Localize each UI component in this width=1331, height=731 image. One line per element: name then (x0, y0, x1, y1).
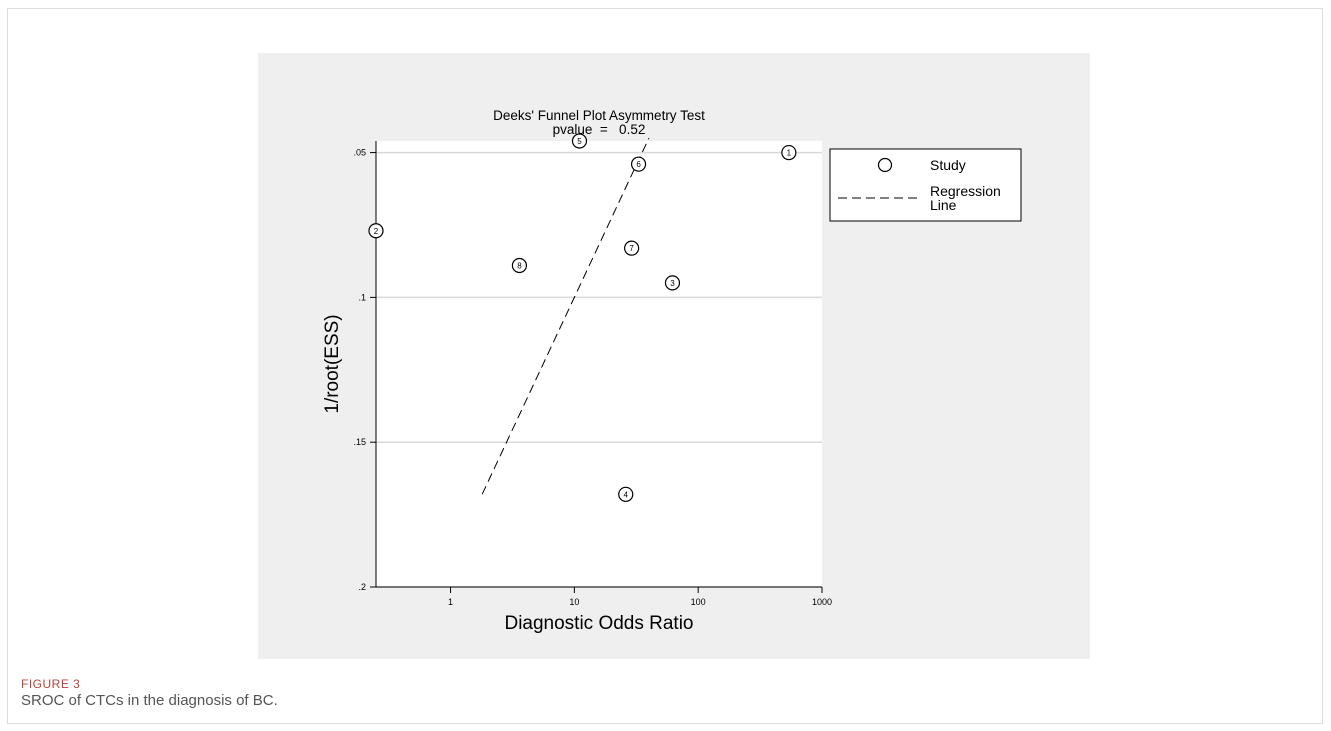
study-point-label-4: 4 (624, 490, 629, 499)
study-point-label-2: 2 (374, 227, 379, 236)
y-tick-label-2: .15 (353, 437, 366, 447)
study-point-label-8: 8 (517, 262, 522, 271)
y-axis-label: 1/root(ESS) (322, 314, 343, 413)
x-tick-label-3: 1000 (812, 597, 832, 607)
y-tick-label-0: .05 (353, 148, 366, 158)
study-point-marker-7 (624, 240, 640, 256)
x-tick-label-1: 10 (569, 597, 579, 607)
legend-box (829, 148, 1022, 222)
study-point-marker-6 (630, 156, 647, 172)
x-axis-ticks: 1 10 100 1000 (448, 587, 832, 607)
study-point-label-7: 7 (629, 244, 634, 253)
study-point-4: 4 (618, 486, 634, 502)
study-point-2: 2 (368, 223, 384, 239)
y-tick-label-3: .2 (358, 582, 366, 592)
figure-label: FIGURE 3 (21, 677, 81, 691)
study-point-label-3: 3 (670, 279, 675, 288)
study-point-marker-1 (781, 144, 797, 161)
plot-area (376, 141, 822, 587)
study-point-3: 3 (664, 275, 681, 291)
study-point-1: 1 (781, 144, 797, 161)
legend-regression-label-line2: Line (930, 197, 957, 213)
legend-regression-label-line1: Regression (930, 183, 1001, 199)
study-point-marker-2 (368, 223, 384, 239)
y-axis-ticks: .05 .1 .15 .2 (353, 148, 376, 592)
study-point-marker-3 (664, 275, 681, 291)
study-point-6: 6 (630, 156, 647, 172)
study-point-marker-8 (511, 257, 528, 274)
figure-caption: SROC of CTCs in the diagnosis of BC. (21, 692, 278, 709)
study-point-marker-4 (618, 486, 634, 502)
study-point-label-1: 1 (787, 149, 792, 158)
study-point-5: 5 (571, 133, 588, 149)
study-point-8: 8 (511, 257, 528, 274)
y-tick-label-1: .1 (358, 292, 366, 302)
x-axis-label: Diagnostic Odds Ratio (504, 613, 693, 634)
legend-study-label: Study (930, 157, 966, 173)
study-point-7: 7 (624, 240, 640, 256)
chart-title: Deeks' Funnel Plot Asymmetry Test (493, 108, 705, 123)
legend-circle-icon (877, 157, 893, 173)
figure-frame: .05 .1 .15 .2 1 10 100 1000 1 2 3 4 5 6 7 8 Deeks' Fu… (7, 8, 1323, 724)
study-point-marker-5 (571, 133, 588, 149)
chart-subtitle: pvalue = 0.52 (553, 122, 646, 137)
regression-line (481, 137, 650, 495)
study-point-label-5: 5 (577, 137, 582, 146)
x-tick-label-2: 100 (691, 597, 706, 607)
x-tick-label-0: 1 (448, 597, 453, 607)
funnel-plot: .05 .1 .15 .2 1 10 100 1000 1 2 3 4 5 6 7 8 Deeks' Fu… (258, 53, 1090, 659)
legend: Study Regression Line (829, 148, 1022, 222)
study-points: 1 2 3 4 5 6 7 8 (368, 133, 797, 502)
study-point-label-6: 6 (636, 160, 641, 169)
